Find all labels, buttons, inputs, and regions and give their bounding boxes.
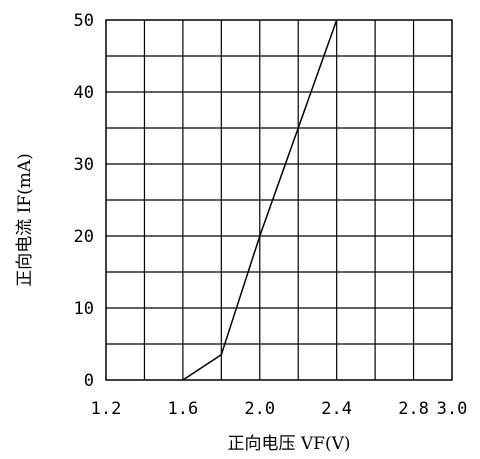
y-tick-label: 10 bbox=[74, 299, 94, 319]
plot-frame bbox=[105, 19, 453, 381]
x-tick-label: 1.2 bbox=[91, 399, 122, 419]
y-tick-label: 0 bbox=[84, 371, 94, 391]
x-tick-label: 3.0 bbox=[437, 399, 468, 419]
x-tick-label: 2.4 bbox=[321, 399, 352, 419]
x-tick-label: 1.6 bbox=[168, 399, 199, 419]
y-tick-label: 30 bbox=[74, 155, 94, 175]
y-tick-label: 40 bbox=[74, 83, 94, 103]
y-tick-label: 20 bbox=[74, 227, 94, 247]
y-tick-label: 50 bbox=[74, 11, 94, 31]
y-tick-labels: 0 10 20 30 40 50 bbox=[74, 11, 94, 391]
grid bbox=[106, 20, 452, 380]
x-axis-label: 正向电压 VF(V) bbox=[227, 434, 350, 454]
x-tick-labels: 1.2 1.6 2.0 2.4 2.8 3.0 bbox=[91, 399, 468, 419]
x-tick-label: 2.8 bbox=[398, 399, 429, 419]
x-tick-label: 2.0 bbox=[244, 399, 275, 419]
y-axis-label: 正向电流 IF(mA) bbox=[15, 153, 35, 287]
series-group bbox=[182, 19, 338, 381]
series-line bbox=[182, 19, 338, 381]
